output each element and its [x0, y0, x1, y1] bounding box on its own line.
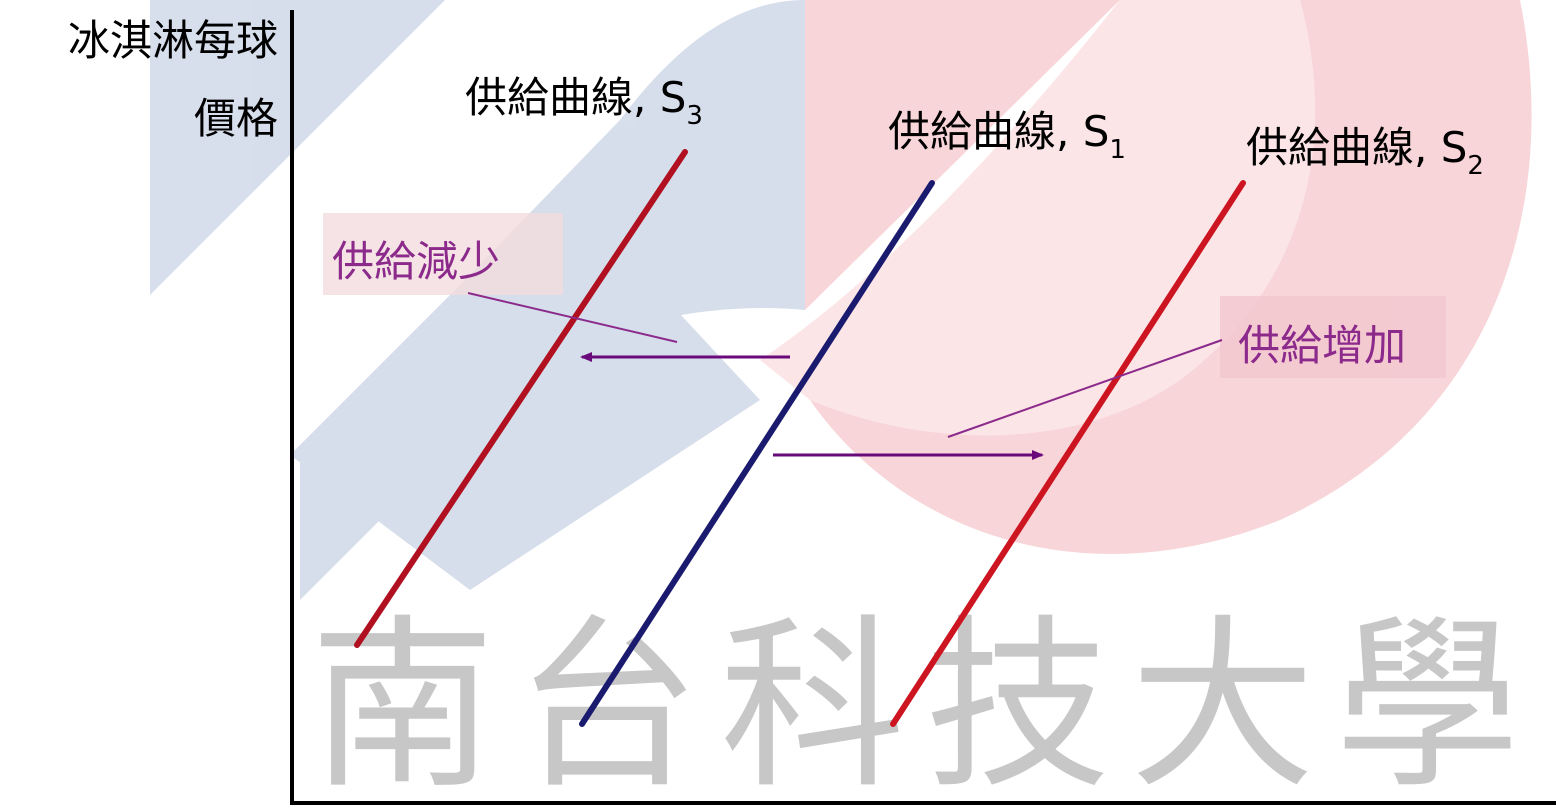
- supply-curve-s3-label: 供給曲線, S3: [465, 73, 703, 131]
- watermark-pink-band: [760, 0, 1315, 436]
- supply-curve-s3: [354, 149, 688, 648]
- watermark-blue-band-top: [150, 0, 445, 295]
- supply-curve-s2-label-text: 供給曲線, S: [1246, 123, 1467, 172]
- supply-increase-label: 供給增加: [1238, 321, 1406, 370]
- supply-curve-s1: [579, 180, 935, 727]
- supply-decrease-label: 供給減少: [332, 237, 500, 286]
- watermark-pink-shape: [805, 0, 1120, 310]
- supply-curve-s1-label: 供給曲線, S1: [888, 107, 1126, 165]
- supply-curve-s1-label-subscript: 1: [1109, 135, 1126, 165]
- y-axis-label-line1: 冰淇淋每球: [68, 16, 278, 65]
- supply-curve-s2: [890, 180, 1246, 727]
- watermark-text: 南台科技大學: [310, 598, 1540, 808]
- supply-increase-box: [1220, 296, 1446, 378]
- supply-curve-s3-label-text: 供給曲線, S: [465, 73, 686, 122]
- supply-curve-s2-label-subscript: 2: [1467, 151, 1484, 181]
- watermark-pink-arc: [810, 0, 1532, 554]
- supply-decrease-box: [323, 213, 563, 295]
- supply-decrease-pointer: [467, 292, 678, 343]
- supply-curve-s3-label-subscript: 3: [686, 101, 703, 131]
- y-axis-label-line2: 價格: [194, 94, 278, 143]
- supply-increase-pointer: [947, 339, 1223, 438]
- supply-curve-s2-label: 供給曲線, S2: [1246, 123, 1484, 181]
- supply-curve-s1-label-text: 供給曲線, S: [888, 107, 1109, 156]
